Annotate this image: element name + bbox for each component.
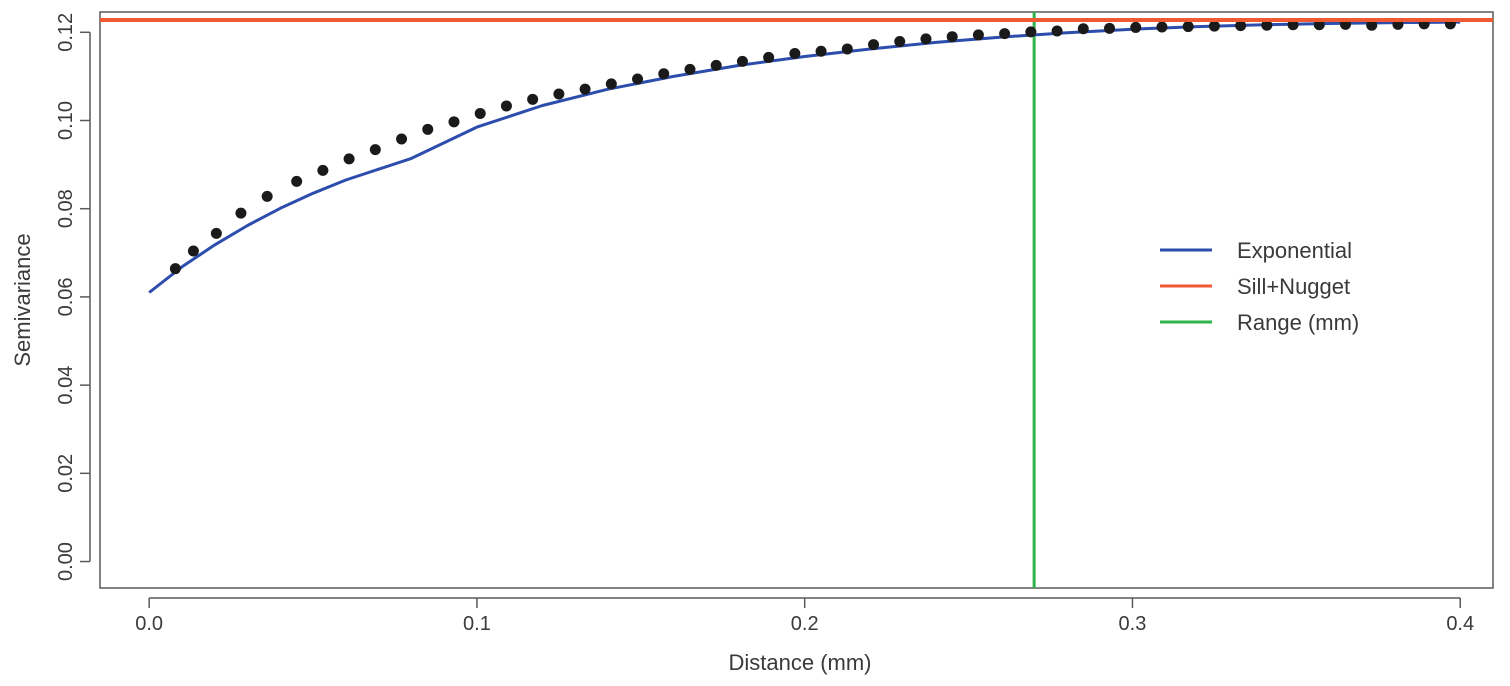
data-point (579, 83, 591, 95)
data-point (235, 207, 247, 219)
data-point (343, 153, 355, 165)
data-point (841, 43, 853, 55)
points-layer (169, 18, 1456, 275)
y-tick-label: 0.02 (55, 454, 77, 493)
data-point (1025, 26, 1037, 38)
y-tick-label: 0.12 (55, 13, 77, 52)
y-axis-label: Semivariance (10, 233, 35, 366)
data-point (605, 78, 617, 90)
data-point (1261, 19, 1273, 31)
legend-item-sill-nugget-label: Sill+Nugget (1237, 274, 1350, 299)
data-point (261, 190, 273, 202)
data-point (894, 36, 906, 48)
data-point (187, 245, 199, 257)
data-point (815, 45, 827, 57)
data-point (317, 164, 329, 176)
data-point (1104, 22, 1116, 34)
data-point (1287, 19, 1299, 31)
plot-area (99, 11, 1494, 589)
data-point (999, 28, 1011, 40)
data-point (369, 144, 381, 156)
data-point (1313, 19, 1325, 31)
data-point (632, 73, 644, 85)
legend: Exponential Sill+Nugget Range (mm) (1160, 238, 1359, 335)
data-point (868, 39, 880, 51)
data-point (763, 51, 775, 63)
data-point (1366, 19, 1378, 31)
data-point (210, 227, 222, 239)
data-point (920, 33, 932, 45)
x-tick-label: 0.3 (1119, 613, 1147, 635)
data-point (1208, 20, 1220, 32)
data-point (946, 31, 958, 43)
legend-item-exponential-label: Exponential (1237, 238, 1352, 263)
y-tick-label: 0.10 (55, 101, 77, 140)
y-tick-label: 0.00 (55, 542, 77, 581)
data-point (710, 59, 722, 71)
data-point (448, 116, 460, 128)
data-point (1051, 25, 1063, 37)
data-point (396, 133, 408, 145)
data-point (422, 123, 434, 135)
data-point (1182, 21, 1194, 33)
data-point (972, 29, 984, 41)
data-point (1077, 23, 1089, 35)
y-tick-label: 0.04 (55, 366, 77, 405)
data-point (553, 88, 565, 100)
data-point (500, 100, 512, 112)
data-point (527, 93, 539, 105)
x-axis-label: Distance (mm) (728, 650, 871, 675)
data-point (1156, 21, 1168, 33)
data-point (684, 63, 696, 75)
data-point (169, 263, 181, 275)
data-point (1130, 21, 1142, 33)
x-axis: 0.0 0.1 0.2 0.3 0.4 (135, 597, 1474, 635)
data-point (291, 175, 303, 187)
x-tick-label: 0.2 (791, 613, 819, 635)
y-axis: 0.00 0.02 0.04 0.06 0.08 0.10 0.12 (55, 13, 91, 581)
data-point (736, 55, 748, 67)
x-tick-label: 0.0 (135, 613, 163, 635)
x-tick-label: 0.1 (463, 613, 491, 635)
data-point (658, 68, 670, 80)
y-tick-label: 0.06 (55, 277, 77, 316)
legend-item-range-label: Range (mm) (1237, 310, 1359, 335)
y-tick-label: 0.08 (55, 189, 77, 228)
data-point (474, 107, 486, 119)
plot-frame (99, 11, 1494, 589)
data-point (789, 47, 801, 59)
data-point (1235, 20, 1247, 32)
x-tick-label: 0.4 (1446, 613, 1474, 635)
